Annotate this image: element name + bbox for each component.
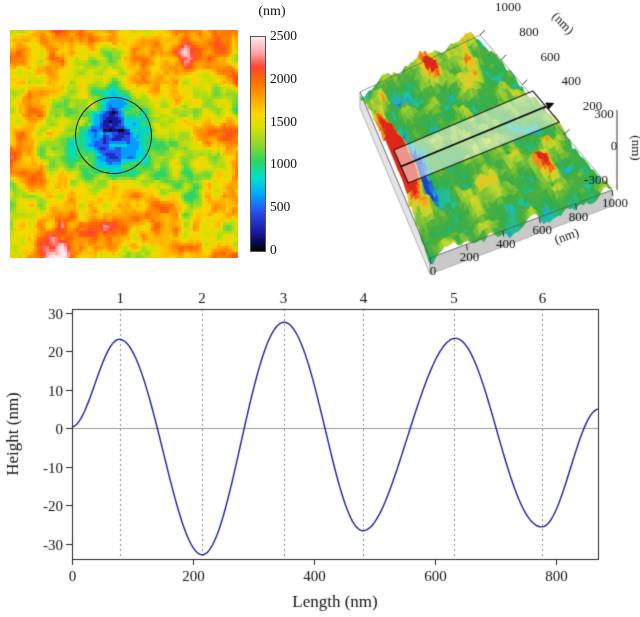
- surface-3d-plot: [330, 0, 640, 278]
- colorbar-tick-label: 1500: [270, 113, 297, 129]
- circle-annotation: [74, 97, 153, 175]
- colorbar-title: (nm): [258, 4, 286, 19]
- height-profile-chart: [0, 287, 640, 617]
- colorbar-tick-label: 1000: [270, 156, 297, 172]
- colorbar-tick-label: 2000: [270, 70, 297, 86]
- colorbar-gradient: [250, 36, 266, 252]
- colorbar-tick-label: 500: [270, 199, 291, 215]
- colorbar-tick-label: 0: [270, 242, 277, 257]
- colorbar-tick-label: 2500: [270, 28, 297, 43]
